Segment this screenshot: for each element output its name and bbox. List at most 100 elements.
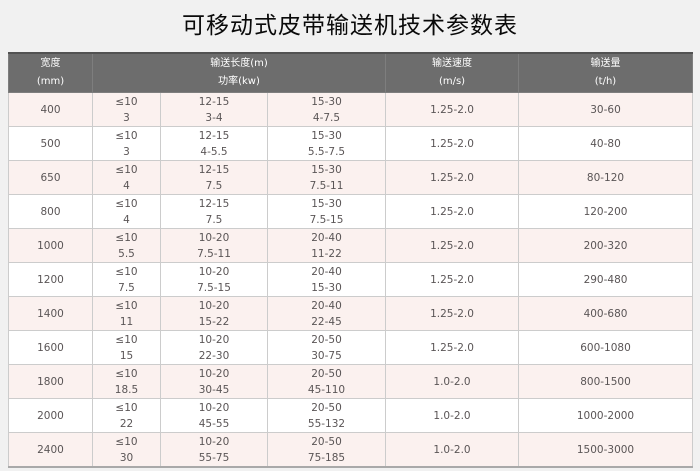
table-row: 1200 ≤10 7.5 10-20 7.5-15 20-40 15-30 1.25-2.0 2… (8, 262, 693, 297)
length-value: 15-30 (311, 197, 342, 210)
power-value: 30 (119, 451, 134, 464)
cell-width: 1800 (8, 364, 93, 399)
cell-length-power: ≤10 4 (92, 160, 161, 195)
cell-length-power: ≤10 30 (92, 432, 161, 468)
table-row: 2000 ≤10 22 10-20 45-55 20-50 55-132 1.0-2.0 100… (8, 398, 693, 433)
power-value: 7.5-11 (309, 179, 344, 192)
cell-length-power: 10-20 30-45 (160, 364, 268, 399)
table-header: 宽度 (mm) 输送长度(m) 功率(kw) 输送速度 (m/s) 输送量 (t… (8, 52, 693, 93)
table-row: 1800 ≤10 18.5 10-20 30-45 20-50 45-110 1.0-2.0 8… (8, 364, 693, 399)
length-value: 10-20 (198, 435, 230, 448)
cell-capacity: 1500-3000 (518, 432, 693, 468)
table-row: 1000 ≤10 5.5 10-20 7.5-11 20-40 11-22 1.25-2.0 2… (8, 228, 693, 263)
cell-speed: 1.25-2.0 (385, 126, 519, 161)
table-row: 1600 ≤10 15 10-20 22-30 20-50 30-75 1.25-2.0 600… (8, 330, 693, 365)
cell-length-power: 15-30 4-7.5 (267, 92, 386, 127)
cell-capacity: 80-120 (518, 160, 693, 195)
power-value: 4 (123, 213, 130, 226)
length-value: 10-20 (198, 367, 230, 380)
cell-length-power: 15-30 5.5-7.5 (267, 126, 386, 161)
cell-width: 1200 (8, 262, 93, 297)
header-power-title: 功率(kw) (218, 76, 260, 87)
cell-capacity: 600-1080 (518, 330, 693, 365)
header-cell-capacity: 输送量 (t/h) (518, 52, 693, 93)
power-value: 3 (123, 145, 130, 158)
power-value: 7.5-15 (309, 213, 344, 226)
table-row: 650 ≤10 4 12-15 7.5 15-30 7.5-11 1.25-2.0 80-120 (8, 160, 693, 195)
cell-capacity: 40-80 (518, 126, 693, 161)
cell-width: 500 (8, 126, 93, 161)
length-value: 15-30 (311, 163, 342, 176)
table-row: 500 ≤10 3 12-15 4-5.5 15-30 5.5-7.5 1.25-2.0 40-… (8, 126, 693, 161)
cell-width: 800 (8, 194, 93, 229)
table-row: 2400 ≤10 30 10-20 55-75 20-50 75-185 1.0-2.0 150… (8, 432, 693, 468)
cell-speed: 1.25-2.0 (385, 92, 519, 127)
cell-capacity: 290-480 (518, 262, 693, 297)
power-value: 4 (123, 179, 130, 192)
cell-capacity: 30-60 (518, 92, 693, 127)
cell-capacity: 200-320 (518, 228, 693, 263)
length-value: 20-50 (311, 401, 342, 414)
cell-speed: 1.25-2.0 (385, 262, 519, 297)
length-value: 20-40 (311, 265, 342, 278)
length-value: 20-50 (311, 435, 342, 448)
cell-speed: 1.25-2.0 (385, 296, 519, 331)
power-value: 45-110 (307, 383, 346, 396)
power-value: 5.5-7.5 (307, 145, 346, 158)
cell-length-power: 10-20 45-55 (160, 398, 268, 433)
header-cell-speed: 输送速度 (m/s) (385, 52, 519, 93)
length-value: 15-30 (311, 129, 342, 142)
cell-length-power: 20-40 11-22 (267, 228, 386, 263)
power-value: 55-132 (307, 417, 346, 430)
length-value: 12-15 (198, 129, 230, 142)
cell-length-power: 15-30 7.5-11 (267, 160, 386, 195)
cell-length-power: ≤10 4 (92, 194, 161, 229)
table-body: 400 ≤10 3 12-15 3-4 15-30 4-7.5 1.25-2.0 30-60 50… (8, 92, 693, 468)
page-title: 可移动式皮带输送机技术参数表 (182, 13, 518, 39)
cell-length-power: 20-50 30-75 (267, 330, 386, 365)
cell-length-power: ≤10 3 (92, 126, 161, 161)
length-value: 20-50 (311, 367, 342, 380)
header-cell-width: 宽度 (mm) (8, 52, 93, 93)
cell-length-power: 20-40 15-30 (267, 262, 386, 297)
power-value: 45-55 (198, 417, 230, 430)
power-value: 11 (119, 315, 134, 328)
cell-width: 2400 (8, 432, 93, 468)
cell-capacity: 400-680 (518, 296, 693, 331)
header-capacity-title: 输送量 (590, 58, 621, 69)
length-value: 15-30 (311, 95, 342, 108)
header-width-title: 宽度 (40, 58, 61, 69)
cell-length-power: ≤10 15 (92, 330, 161, 365)
cell-length-power: ≤10 7.5 (92, 262, 161, 297)
length-value: ≤10 (115, 163, 138, 176)
power-value: 7.5-11 (197, 247, 231, 260)
cell-length-power: 10-20 7.5-15 (160, 262, 268, 297)
power-value: 7.5 (118, 281, 135, 294)
power-value: 22-30 (198, 349, 230, 362)
length-value: 12-15 (198, 197, 230, 210)
header-length-title: 输送长度(m) (210, 58, 268, 69)
header-row: 宽度 (mm) 输送长度(m) 功率(kw) 输送速度 (m/s) 输送量 (t… (8, 52, 693, 93)
cell-width: 2000 (8, 398, 93, 433)
cell-speed: 1.25-2.0 (385, 194, 519, 229)
cell-length-power: 10-20 22-30 (160, 330, 268, 365)
cell-speed: 1.0-2.0 (385, 364, 519, 399)
header-cell-length-power: 输送长度(m) 功率(kw) (92, 52, 386, 93)
header-width-unit: (mm) (36, 76, 65, 87)
cell-length-power: 12-15 3-4 (160, 92, 268, 127)
cell-length-power: ≤10 3 (92, 92, 161, 127)
length-value: ≤10 (115, 129, 138, 142)
power-value: 55-75 (198, 451, 230, 464)
cell-length-power: 12-15 7.5 (160, 194, 268, 229)
cell-capacity: 800-1500 (518, 364, 693, 399)
length-value: 10-20 (198, 333, 230, 346)
length-value: 10-20 (198, 231, 230, 244)
cell-length-power: 20-40 22-45 (267, 296, 386, 331)
cell-length-power: 20-50 55-132 (267, 398, 386, 433)
cell-length-power: ≤10 5.5 (92, 228, 161, 263)
cell-speed: 1.0-2.0 (385, 432, 519, 468)
power-value: 22 (119, 417, 134, 430)
length-value: ≤10 (115, 265, 138, 278)
length-value: ≤10 (115, 367, 138, 380)
length-value: ≤10 (115, 299, 138, 312)
